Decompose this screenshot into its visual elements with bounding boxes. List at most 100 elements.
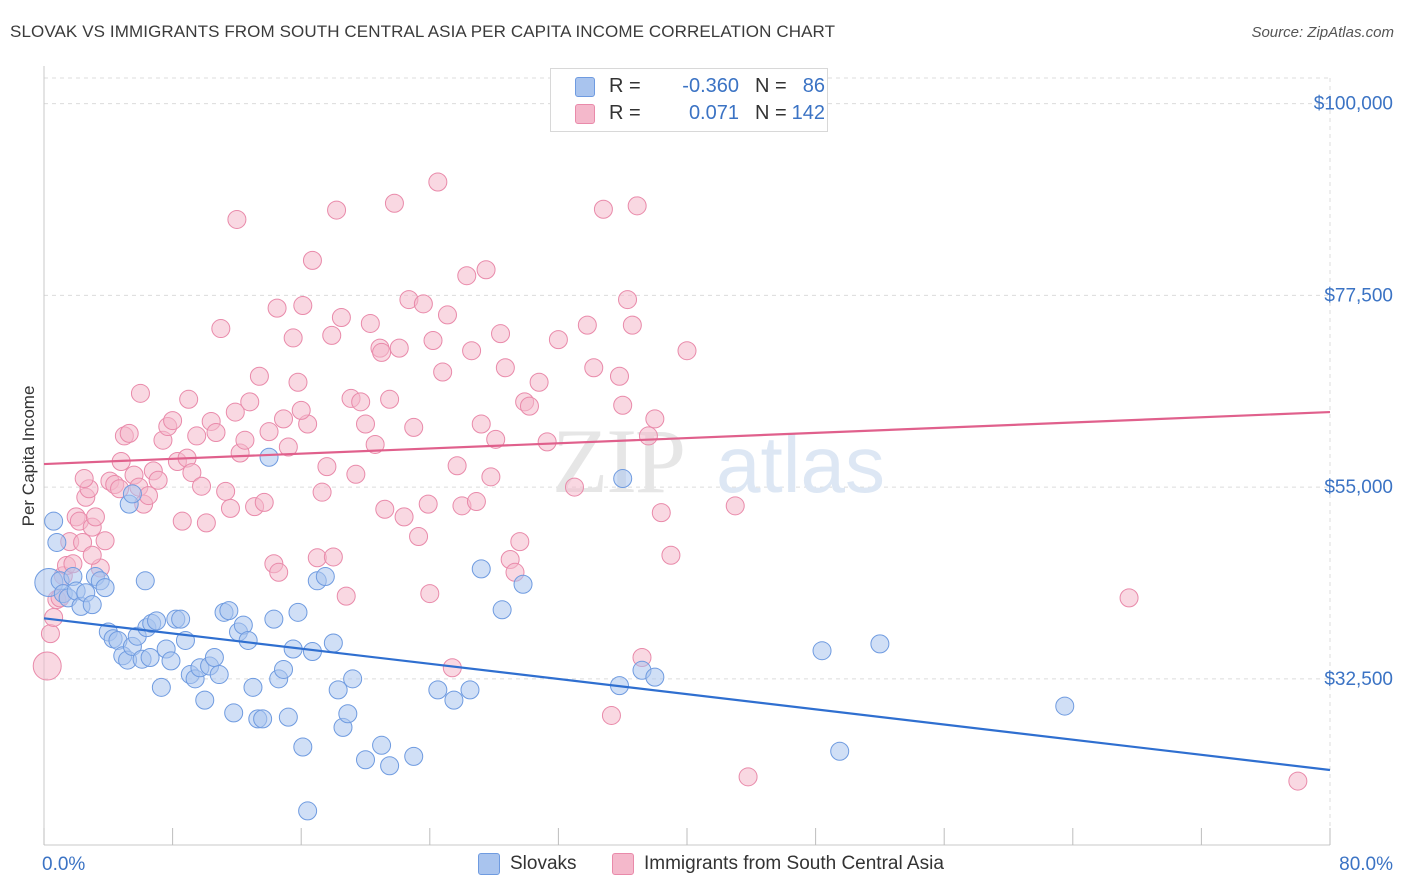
point-immigrants — [254, 492, 274, 512]
y-axis-title: Per Capita Income — [19, 386, 38, 527]
point-immigrants — [638, 426, 658, 446]
point-immigrants — [622, 315, 642, 335]
point-immigrants — [738, 767, 758, 787]
point-slovaks — [315, 567, 335, 587]
point-immigrants — [196, 513, 216, 533]
point-slovaks — [219, 601, 239, 621]
legend-swatch-immigrants — [612, 853, 634, 875]
point-immigrants — [537, 432, 557, 452]
point-immigrants — [471, 414, 491, 434]
point-immigrants — [82, 545, 102, 565]
point-slovaks — [293, 737, 313, 757]
point-immigrants — [95, 531, 115, 551]
legend-label-immigrants: Immigrants from South Central Asia — [644, 853, 944, 874]
point-immigrants — [227, 209, 247, 229]
point-immigrants — [269, 562, 289, 582]
point-immigrants — [1119, 588, 1139, 608]
point-slovaks — [298, 801, 318, 821]
legend-r-label: R = — [609, 102, 641, 124]
point-slovaks — [253, 709, 273, 729]
point-slovaks — [195, 690, 215, 710]
trend-line-slovaks — [43, 617, 1331, 772]
point-slovaks — [343, 669, 363, 689]
point-immigrants — [291, 400, 311, 420]
point-slovaks — [812, 641, 832, 661]
point-immigrants — [130, 383, 150, 403]
axis-labels: $32,500 $55,000 $77,500 $100,000 0.0% 80.0% Pe… — [19, 94, 1393, 875]
point-immigrants — [420, 584, 440, 604]
point-immigrants — [360, 313, 380, 333]
point-immigrants — [601, 705, 621, 725]
legend-swatch-slovaks — [478, 853, 500, 875]
point-immigrants — [437, 305, 457, 325]
point-immigrants — [447, 456, 467, 476]
point-slovaks — [830, 741, 850, 761]
point-slovaks — [259, 447, 279, 467]
point-slovaks — [44, 511, 64, 531]
y-tick-label: $100,000 — [1314, 94, 1393, 115]
chart-title: SLOVAK VS IMMIGRANTS FROM SOUTH CENTRAL … — [10, 22, 836, 41]
point-immigrants — [510, 532, 530, 552]
point-immigrants — [1288, 771, 1308, 791]
legend-n-label: N = — [755, 102, 787, 124]
point-immigrants — [394, 507, 414, 527]
point-immigrants — [428, 172, 448, 192]
point-immigrants — [206, 423, 226, 443]
point-immigrants — [327, 200, 347, 220]
point-immigrants — [322, 325, 342, 345]
point-immigrants — [476, 260, 496, 280]
point-immigrants — [486, 429, 506, 449]
legend-n-value: 142 — [791, 102, 825, 124]
point-slovaks — [288, 602, 308, 622]
trend-lines — [43, 410, 1331, 772]
point-slovaks — [1055, 696, 1075, 716]
correlation-legend: R = -0.360 N = 86 R = 0.071 N = 142 — [550, 68, 828, 132]
point-slovaks — [47, 532, 67, 552]
point-immigrants — [384, 193, 404, 213]
point-slovaks — [147, 611, 167, 631]
point-immigrants — [356, 414, 375, 434]
point-immigrants — [618, 290, 638, 310]
point-immigrants — [283, 328, 303, 348]
point-slovaks — [645, 667, 665, 687]
point-immigrants — [323, 547, 343, 567]
point-immigrants — [163, 411, 183, 431]
point-immigrants — [519, 396, 539, 416]
point-immigrants — [211, 319, 231, 339]
point-immigrants — [609, 366, 629, 386]
point-slovaks — [161, 651, 181, 671]
point-slovaks — [404, 746, 424, 766]
point-slovaks — [209, 665, 229, 685]
point-immigrants — [645, 409, 665, 429]
watermark: ZIP atlas — [552, 410, 885, 512]
legend-label-slovaks: Slovaks — [510, 853, 577, 874]
point-immigrants — [187, 426, 207, 446]
point-immigrants — [613, 395, 633, 415]
point-immigrants — [418, 494, 438, 514]
legend-n-value: 86 — [802, 75, 825, 97]
point-immigrants — [584, 358, 604, 378]
legend-r-value: -0.360 — [682, 75, 739, 97]
point-immigrants — [627, 196, 647, 216]
point-slovaks — [372, 735, 392, 755]
point-slovaks — [95, 578, 115, 598]
trend-line-immigrants — [43, 410, 1331, 466]
point-slovaks — [513, 574, 533, 594]
point-slovaks — [471, 559, 491, 579]
point-slovaks — [204, 648, 224, 668]
watermark-zip: ZIP — [552, 410, 684, 512]
point-immigrants — [293, 296, 313, 316]
point-slovaks — [171, 609, 191, 629]
point-immigrants — [651, 503, 671, 523]
point-immigrants — [182, 463, 202, 483]
point-slovaks — [492, 600, 512, 620]
y-tick-label: $32,500 — [1324, 669, 1393, 690]
point-immigrants — [423, 330, 443, 350]
point-immigrants — [249, 366, 269, 386]
point-immigrants — [677, 341, 697, 361]
point-immigrants — [302, 250, 322, 270]
y-tick-label: $55,000 — [1324, 477, 1393, 498]
point-immigrants — [548, 330, 568, 350]
point-immigrants — [119, 423, 139, 443]
